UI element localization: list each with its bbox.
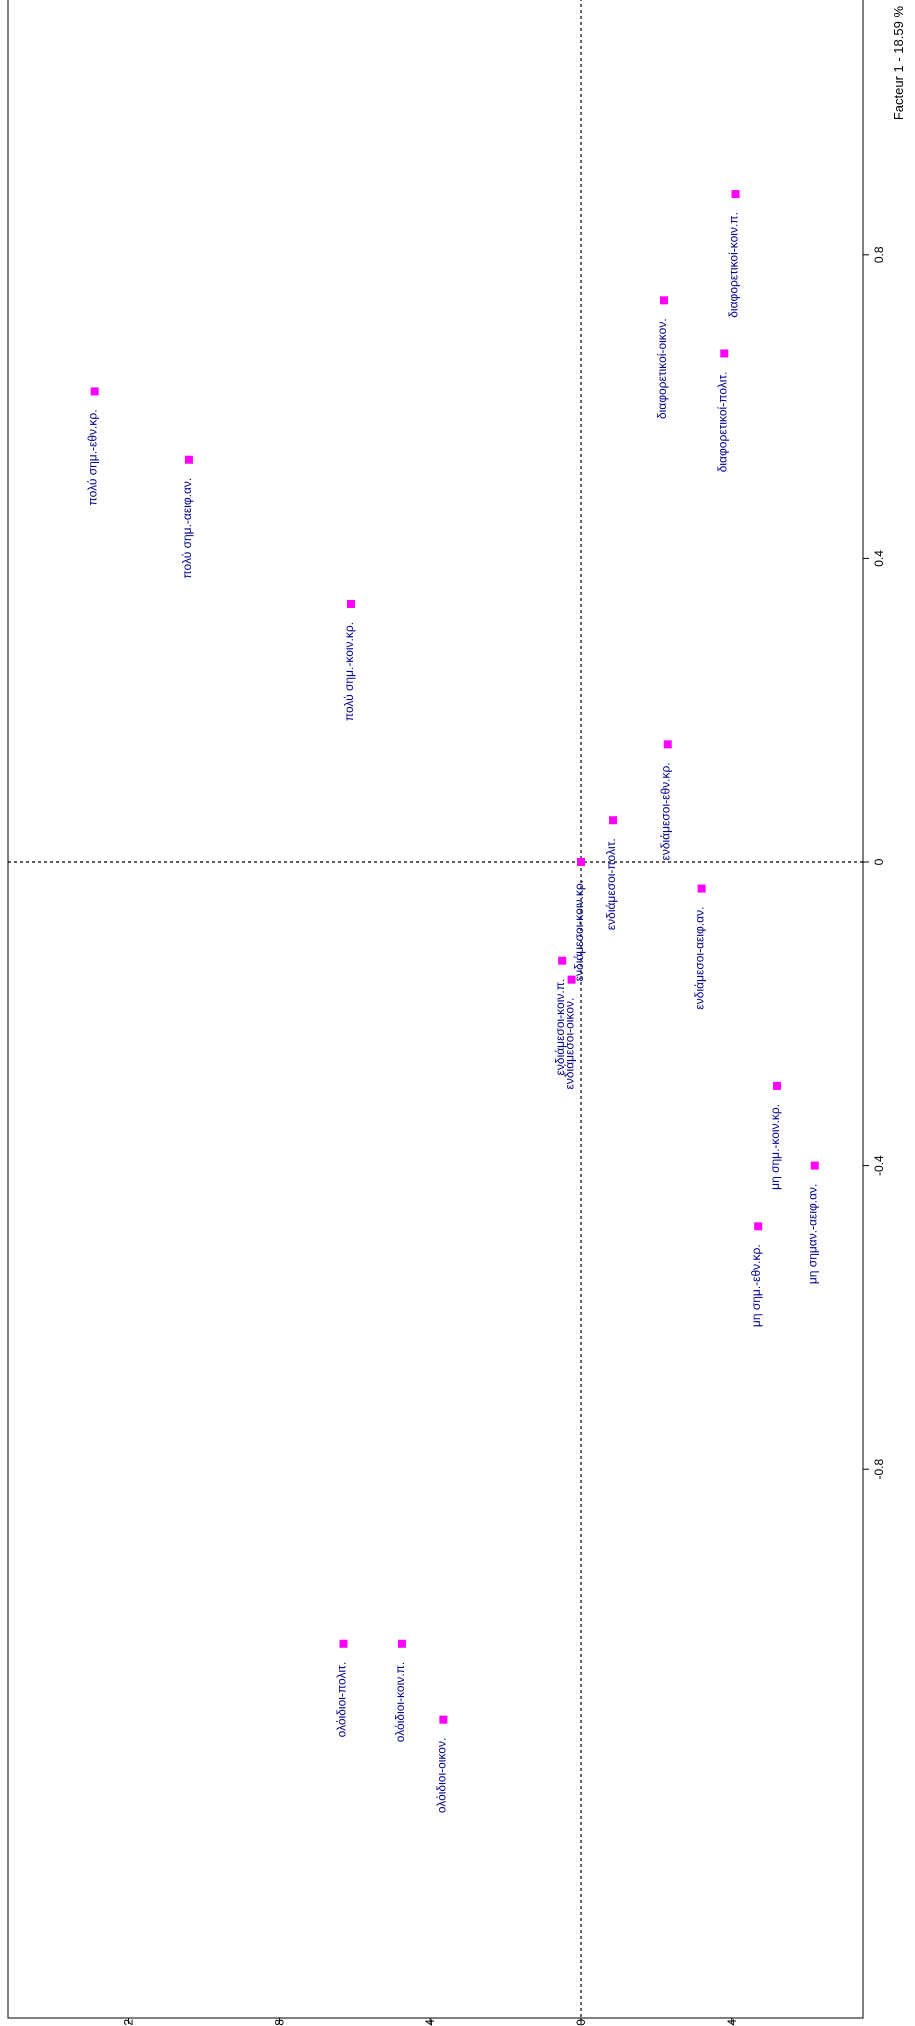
point-marker [663, 740, 672, 749]
factor1-tick-label: 0.4 [872, 550, 886, 567]
reference-lines [8, 0, 863, 2018]
point-group: πολύ σημ.-εθν.κρ. [86, 387, 100, 505]
point-group: μη σημ.-εθν.κρ. [749, 1222, 763, 1327]
factor1-axis-title: Facteur 1 - 18.59 % [891, 6, 906, 121]
point-label: πολύ σημ.-εθν.κρ. [86, 409, 100, 505]
point-group: διαφορετικοί-κοιν.π. [727, 190, 741, 318]
point-label: ολόιδιοι-οικον. [434, 1738, 448, 1814]
point-label: ενδιάμεσοι-κοιν.κρ. [572, 880, 586, 981]
factor2-tick-label: 0.8 [272, 2019, 286, 2026]
factor2-tick-label: 0 [574, 2019, 588, 2026]
plot-frame [7, 0, 864, 2019]
point-marker [184, 455, 193, 464]
point-marker [339, 1639, 348, 1648]
point-group: μη σημαν.-αειφ.αν. [806, 1161, 820, 1285]
point-marker [810, 1161, 819, 1170]
point-group: ενδιάμεσοι-πολιτ. [604, 816, 618, 930]
factor2-tick-label: -0.4 [725, 2019, 739, 2026]
point-label: πολύ σημ.-αειφ.αν. [180, 478, 194, 579]
point-marker [720, 349, 729, 358]
point-marker [90, 387, 99, 396]
point-label: ολόιδιοι-πολιτ. [334, 1662, 348, 1738]
point-group: ενδιάμεσοι-οικον. [563, 975, 577, 1090]
point-group: διαφορετικοί-οικον. [655, 296, 669, 419]
point-group: ενδιάμεσοι-αειφ.αν. [693, 884, 707, 1010]
point-marker [439, 1715, 448, 1724]
factor1-tick-label: -0.8 [872, 1459, 886, 1480]
point-label: διαφορετικοί-πολιτ. [715, 371, 729, 472]
factor1-tick-label: -0.4 [872, 1155, 886, 1176]
point-group: ενδιάμεσοι-κοιν.π. [553, 956, 567, 1076]
point-label: ενδιάμεσοι-κοιν.π. [553, 979, 567, 1076]
points-layer: πολύ σημ.-εθν.κρ. πολύ σημ.-αειφ.αν. πολύ … [86, 190, 820, 1813]
factor2-tick-label: 1.2 [122, 2019, 136, 2026]
point-group: διαφορετικοί-πολιτ. [715, 349, 729, 472]
point-group: πολύ σημ.-αειφ.αν. [180, 455, 194, 579]
point-marker [731, 190, 740, 199]
point-label: ενδιάμεσοι-πολιτ. [604, 838, 618, 930]
point-label: ενδιάμεσοι-αειφ.αν. [693, 907, 707, 1010]
point-marker [558, 956, 567, 965]
point-label: διαφορετικοί-κοιν.π. [727, 212, 741, 318]
point-label: διαφορετικοί-οικον. [655, 318, 669, 419]
point-marker [567, 975, 576, 984]
point-label: πολύ σημ.-κοιν.κρ. [342, 622, 356, 721]
point-marker [577, 858, 585, 866]
point-label: μη σημ.-κοιν.κρ. [768, 1104, 782, 1190]
point-marker [754, 1222, 763, 1231]
point-group: ολόιδιοι-οικον. [434, 1715, 448, 1814]
point-group: ενδιάμεσοι-κοιν.κρ. [572, 858, 586, 981]
point-group: μη σημ.-κοιν.κρ. [768, 1081, 782, 1190]
point-marker [697, 884, 706, 893]
point-group: πολύ σημ.-κοιν.κρ. [342, 599, 356, 721]
point-group: ολόιδιοι-πολιτ. [334, 1639, 348, 1738]
point-marker [659, 296, 668, 305]
point-marker [397, 1639, 406, 1648]
point-label: μη σημ.-εθν.κρ. [749, 1244, 763, 1327]
point-label: ενδιάμεσοι-οικον. [563, 998, 577, 1090]
point-label: ολόιδιοι-κοιν.π. [393, 1662, 407, 1742]
factor1-tick-label: 0.8 [872, 246, 886, 263]
factor2-axis: -0.4 0 0.4 0.8 1.2 [122, 2018, 739, 2026]
point-label: ενδιάμεσοι-εθν.κρ. [659, 762, 673, 860]
point-marker [773, 1081, 782, 1090]
factor1-tick-label: 0 [872, 858, 886, 865]
factor2-tick-label: 0.4 [423, 2019, 437, 2026]
point-group: ολόιδιοι-κοιν.π. [393, 1639, 407, 1742]
point-group: ενδιάμεσοι-εθν.κρ. [659, 740, 673, 861]
point-label: μη σημαν.-αειφ.αν. [806, 1184, 820, 1285]
factor1-axis: -0.8 -0.4 0 0.4 0.8 [863, 246, 886, 1480]
point-marker [609, 816, 618, 825]
point-marker [347, 599, 356, 608]
